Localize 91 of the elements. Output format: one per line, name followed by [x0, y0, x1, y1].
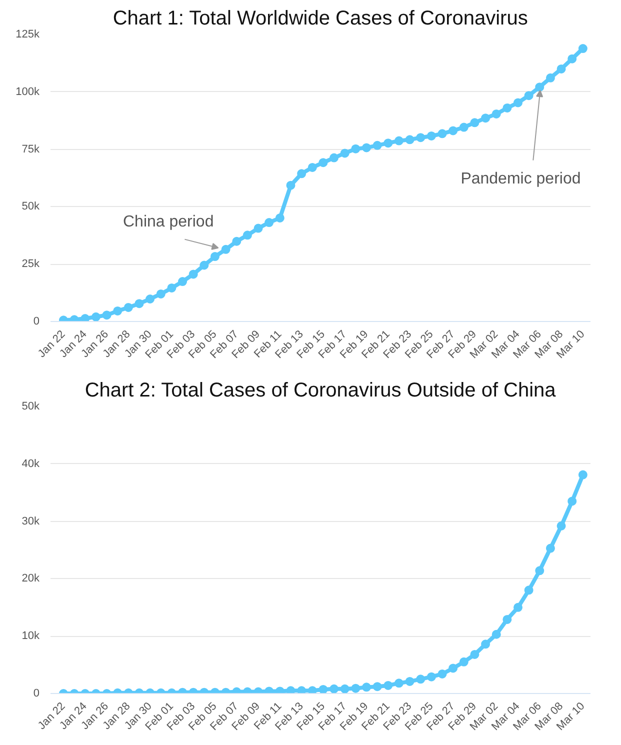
point	[384, 138, 393, 148]
point	[502, 614, 512, 624]
point	[492, 630, 501, 639]
point	[405, 676, 414, 686]
point	[308, 162, 317, 172]
chart-title: Chart 2: Total Cases of Coronavirus Outside of China	[84, 380, 557, 402]
point	[340, 684, 350, 694]
point	[275, 213, 284, 222]
point	[535, 82, 544, 92]
point	[524, 91, 534, 100]
annotation: Pandemic period	[460, 170, 581, 188]
point	[351, 144, 360, 154]
point	[188, 270, 198, 279]
point	[556, 64, 566, 74]
point	[416, 133, 426, 142]
point	[318, 684, 328, 694]
point	[459, 657, 468, 666]
point	[438, 669, 447, 678]
point	[492, 109, 501, 118]
y-tick-label: 100k	[16, 86, 40, 98]
point	[546, 73, 555, 82]
point	[481, 640, 490, 649]
y-tick-label: 0	[33, 316, 40, 328]
point	[286, 686, 296, 694]
point	[113, 306, 122, 316]
point	[578, 44, 588, 53]
y-tick-label: 40k	[22, 458, 40, 470]
point	[470, 118, 480, 128]
point	[513, 602, 522, 612]
point	[459, 122, 468, 132]
point	[372, 140, 382, 150]
point	[426, 131, 436, 140]
y-tick-label: 20k	[22, 572, 40, 585]
point	[405, 135, 414, 144]
y-tick-label: 75k	[22, 143, 40, 156]
y-tick-label: 0	[33, 688, 40, 700]
point	[264, 218, 274, 228]
point	[156, 289, 166, 298]
y-tick-label: 50k	[22, 400, 40, 412]
y-tick-label: 50k	[22, 200, 40, 213]
point	[232, 236, 242, 246]
point	[513, 98, 522, 108]
point	[210, 252, 220, 262]
point	[221, 244, 230, 254]
point	[91, 312, 100, 322]
point	[426, 672, 436, 682]
point	[297, 686, 306, 694]
point	[502, 103, 512, 112]
point	[416, 674, 426, 684]
y-tick-label: 10k	[22, 630, 40, 642]
point	[242, 230, 252, 240]
annotation: China period	[123, 214, 214, 231]
point	[102, 310, 112, 320]
point	[546, 544, 555, 553]
point	[146, 294, 155, 304]
point	[297, 169, 306, 178]
point	[308, 686, 317, 694]
point	[124, 303, 133, 312]
point	[438, 129, 447, 138]
point	[330, 153, 339, 162]
point	[448, 664, 458, 673]
point	[286, 180, 296, 190]
point	[340, 148, 350, 158]
point	[167, 283, 176, 292]
point	[330, 684, 339, 694]
point	[568, 54, 577, 64]
point	[481, 114, 490, 123]
point	[578, 470, 588, 480]
point	[200, 260, 209, 270]
point	[568, 496, 577, 506]
point	[362, 682, 371, 692]
point	[178, 277, 188, 286]
point	[351, 684, 360, 693]
chart-title: Chart 1: Total Worldwide Cases of Coronavirus	[112, 8, 528, 30]
y-tick-label: 25k	[22, 258, 40, 270]
point	[394, 678, 404, 688]
point	[524, 586, 534, 595]
y-tick-label: 125k	[16, 28, 40, 40]
point	[394, 136, 404, 146]
y-tick-label: 30k	[22, 515, 40, 528]
point	[535, 566, 544, 576]
point	[384, 680, 393, 690]
point	[372, 682, 382, 692]
point	[80, 314, 90, 322]
point	[448, 126, 458, 136]
point	[318, 158, 328, 168]
point	[362, 143, 371, 152]
point	[556, 521, 566, 530]
point	[254, 224, 263, 233]
point	[134, 299, 144, 308]
point	[470, 650, 480, 659]
